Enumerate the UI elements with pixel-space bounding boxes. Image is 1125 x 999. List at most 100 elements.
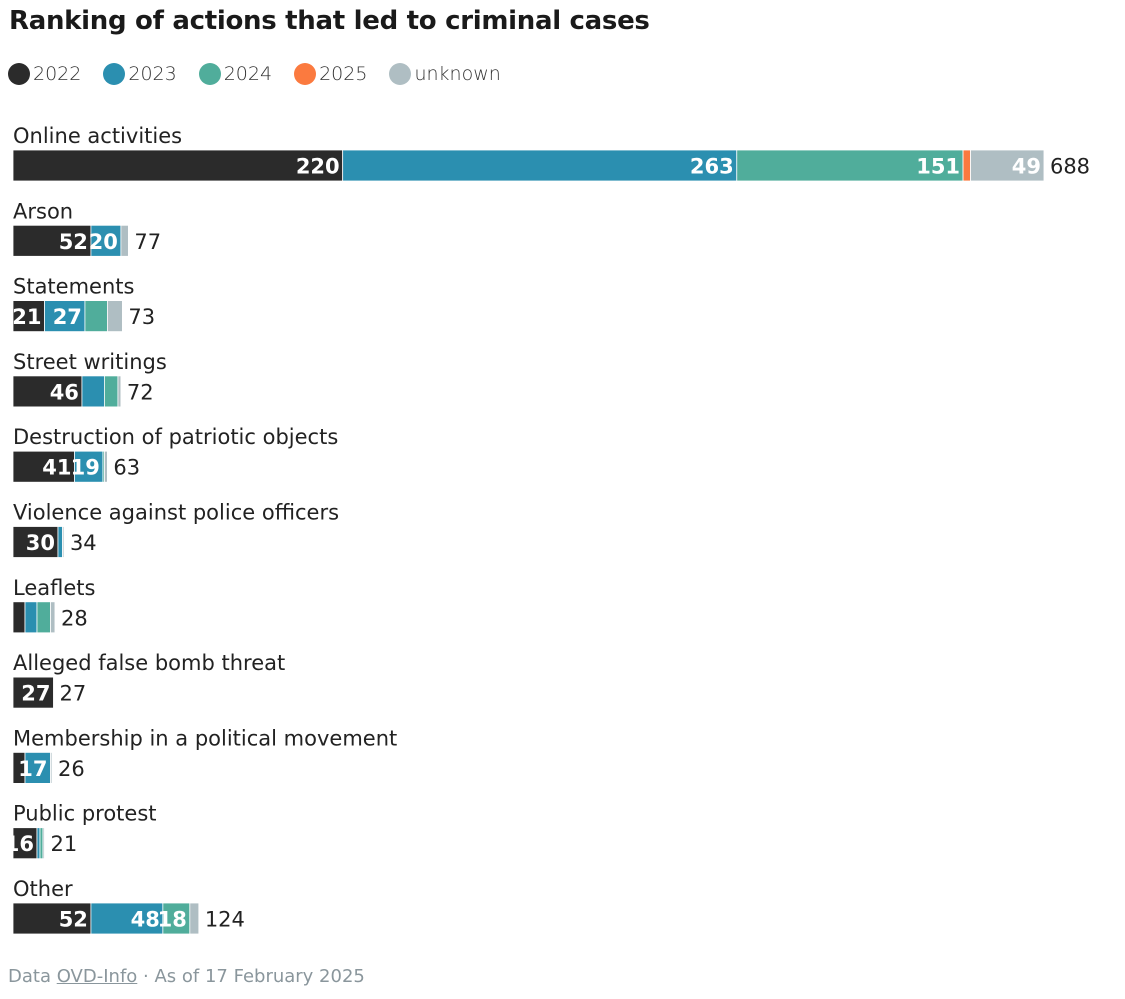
segment-value-label: 16 (5, 832, 34, 856)
segment-value-label: 17 (18, 757, 47, 781)
legend-label: 2024 (223, 63, 273, 85)
bar-total-label: 124 (205, 908, 245, 932)
footer-date: · As of 17 February 2025 (137, 966, 365, 987)
bar-segment-2024 (36, 601, 51, 634)
bar-segment-2023 (57, 526, 63, 558)
legend-label: unknown (414, 63, 501, 85)
legend-swatch (389, 63, 412, 85)
bar-segment-2022 (12, 902, 92, 935)
bar-group: Arson 52 20 77 (12, 199, 161, 257)
bar-total-label: 77 (134, 230, 161, 254)
bar-total-label: 21 (50, 832, 77, 856)
segment-value-label: 151 (916, 155, 960, 179)
category-label: Street writings (13, 350, 167, 374)
bar-segment-unknown (189, 902, 200, 935)
bar-group: Membership in a political movement 17 26 (12, 726, 397, 784)
segment-value-label: 20 (89, 230, 118, 254)
legend-item-2023: 2023 (103, 63, 177, 85)
bar-group: Destruction of patriotic objects 41 19 63 (12, 425, 338, 483)
segment-value-label: 27 (21, 682, 50, 706)
category-label: Violence against police officers (13, 501, 339, 525)
legend: 2022 2023 2024 2025 unknown (8, 63, 523, 85)
footer-prefix: Data (8, 966, 57, 987)
segment-value-label: 41 (42, 456, 71, 480)
bar-segment-2023 (24, 601, 38, 634)
segment-value-label: 19 (71, 456, 100, 480)
bar-total-label: 63 (113, 456, 140, 480)
bar-group: Alleged false bomb threat 27 27 (12, 651, 285, 709)
category-label: Arson (13, 199, 73, 223)
segment-value-label: 263 (690, 155, 734, 179)
segment-value-label: 52 (59, 908, 88, 932)
bar-group: Online activities 220 263 151 49 688 (12, 124, 1090, 182)
bar-total-label: 34 (70, 531, 97, 555)
bar-total-label: 72 (127, 380, 154, 404)
bar-segment-2022 (12, 224, 92, 257)
legend-item-2025: 2025 (294, 63, 367, 85)
segment-value-label: 220 (296, 155, 340, 179)
segment-value-label: 52 (59, 230, 88, 254)
bar-segment-2023 (90, 902, 164, 935)
bar-segment-unknown (62, 526, 65, 558)
bar-total-label: 26 (58, 757, 85, 781)
segment-value-label: 49 (1012, 155, 1041, 179)
segment-value-label: 27 (53, 305, 82, 329)
category-label: Leaflets (13, 576, 95, 600)
bar-segment-2023 (342, 149, 738, 182)
category-label: Alleged false bomb threat (13, 651, 285, 675)
legend-item-2024: 2024 (198, 63, 273, 85)
bar-segment-2022 (12, 450, 75, 483)
bar-segment-2024 (104, 375, 119, 408)
bar-segment-unknown (120, 224, 129, 257)
bar-segment-unknown (117, 375, 122, 408)
bar-total-label: 688 (1050, 155, 1090, 179)
bar-group: Leaflets 28 (12, 576, 95, 634)
legend-label: 2025 (319, 63, 368, 85)
category-label: Statements (13, 275, 134, 299)
bar-group: Public protest 16 21 (5, 802, 157, 860)
segment-value-label: 21 (12, 305, 41, 329)
bar-segment-unknown (50, 752, 53, 784)
bar-segment-unknown (42, 827, 45, 860)
legend-label: 2023 (128, 63, 177, 85)
bar-total-label: 27 (59, 682, 86, 706)
segment-value-label: 30 (26, 531, 55, 555)
legend-swatch (103, 63, 126, 85)
bar-total-label: 28 (61, 606, 88, 630)
legend-swatch (8, 63, 30, 85)
bar-segment-2022 (12, 676, 54, 709)
bar-segment-2022 (12, 300, 45, 333)
bar-segment-2024 (39, 827, 44, 860)
bar-segment-unknown (50, 601, 56, 634)
category-label: Membership in a political movement (13, 726, 397, 750)
bar-segment-unknown (970, 149, 1045, 182)
bar-group: Street writings 46 72 (12, 350, 167, 408)
bar-segment-2023 (74, 450, 104, 483)
bar-segment-2025 (962, 149, 971, 182)
bar-segment-2022 (12, 375, 83, 408)
legend-item-2022: 2022 (8, 63, 81, 85)
bar-group: Statements 21 27 73 (12, 275, 155, 333)
footer: Data OVD-Info · As of 17 February 2025 (8, 966, 365, 987)
source-link[interactable]: OVD-Info (56, 966, 138, 987)
segment-value-label: 18 (158, 908, 187, 932)
legend-swatch (294, 63, 317, 85)
segment-value-label: 46 (50, 380, 79, 404)
bar-segment-2024 (84, 300, 108, 333)
bar-segment-2023 (90, 224, 122, 257)
bar-segment-2023 (36, 827, 41, 860)
bar-group: Violence against police officers 30 34 (12, 501, 339, 558)
category-label: Other (13, 877, 73, 901)
bar-segment-2023 (24, 752, 51, 784)
bar-segment-unknown (104, 450, 108, 483)
chart-title: Ranking of actions that led to criminal … (9, 6, 650, 36)
legend-label: 2022 (33, 63, 82, 85)
bar-segment-2024 (162, 902, 191, 935)
bar-segment-2022 (12, 601, 26, 634)
legend-swatch (198, 63, 221, 85)
bar-segment-2023 (81, 375, 105, 408)
category-label: Public protest (13, 802, 157, 826)
bar-segment-2022 (12, 526, 59, 558)
